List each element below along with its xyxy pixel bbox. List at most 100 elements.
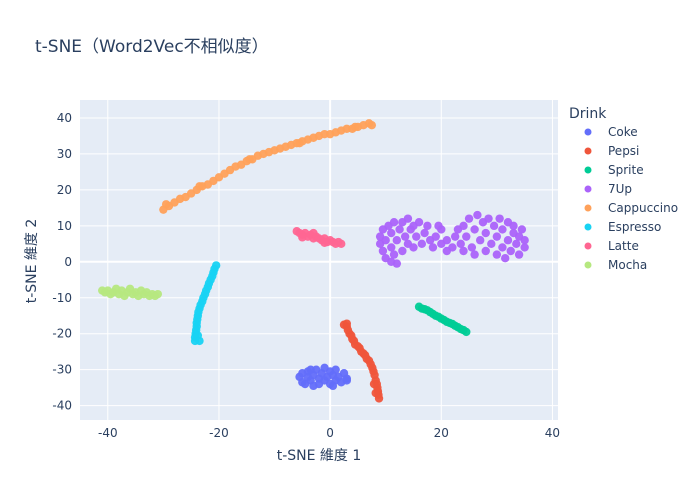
y-axis-label: t-SNE 維度 2 [24, 219, 40, 304]
data-point [417, 239, 427, 249]
data-point [520, 243, 529, 252]
legend-item-mocha: Mocha [608, 258, 647, 272]
series-mocha [98, 284, 163, 301]
data-point [442, 246, 452, 256]
data-point [475, 236, 485, 245]
data-point [487, 239, 496, 249]
y-tick-label: 20 [57, 183, 72, 197]
y-tick-label: -10 [52, 291, 72, 305]
data-point [484, 214, 493, 223]
data-point [371, 388, 380, 398]
data-point [509, 221, 518, 231]
y-tick-label: -40 [52, 399, 72, 413]
data-point [342, 319, 351, 328]
data-point [462, 327, 471, 337]
data-point [420, 228, 429, 238]
data-point [412, 232, 421, 241]
data-point [245, 155, 254, 164]
data-point [456, 239, 465, 249]
data-point [295, 138, 304, 148]
series-cappuccino [159, 119, 377, 214]
series-espresso [190, 261, 221, 346]
data-point [195, 336, 204, 346]
data-point [481, 246, 490, 256]
data-point [409, 243, 418, 252]
data-point [389, 218, 399, 227]
y-tick-label: -30 [52, 363, 72, 377]
data-point [161, 200, 171, 209]
legend-item-7up: 7Up [608, 182, 632, 196]
data-point [350, 122, 360, 132]
data-point [392, 236, 402, 245]
data-point [369, 379, 379, 389]
data-point [195, 182, 204, 191]
data-point [389, 250, 399, 259]
data-point [381, 236, 390, 245]
data-point [500, 254, 510, 263]
data-point [503, 236, 513, 245]
data-point [398, 246, 407, 256]
data-point [450, 232, 460, 241]
data-point [337, 239, 346, 249]
legend-marker [584, 204, 592, 212]
data-point [517, 225, 527, 234]
data-point [423, 221, 432, 231]
legend-title: Drink [569, 106, 607, 122]
x-tick-label: 0 [326, 426, 334, 440]
legend: Drink Coke Pepsi Sprite 7Up Cappuccino Espres… [569, 106, 678, 272]
data-point [481, 228, 490, 238]
legend-marker [584, 242, 592, 250]
x-axis-ticks: -40 -20 0 20 40 [98, 426, 560, 440]
data-point [378, 246, 388, 256]
data-point [459, 221, 468, 231]
series-sprite [414, 302, 471, 337]
data-point [403, 214, 413, 223]
data-point [459, 246, 468, 256]
legend-item-coke: Coke [608, 125, 638, 139]
data-point [492, 250, 502, 259]
data-point [400, 232, 410, 241]
data-point [414, 218, 424, 227]
data-point [395, 225, 404, 234]
legend-item-pepsi: Pepsi [608, 144, 639, 158]
y-tick-label: 30 [57, 147, 72, 161]
data-point [298, 233, 307, 242]
legend-marker [584, 261, 592, 269]
x-tick-label: -20 [209, 426, 229, 440]
legend-marker [584, 166, 592, 174]
data-point [428, 243, 438, 252]
data-point [462, 232, 471, 241]
y-tick-label: -20 [52, 327, 72, 341]
legend-item-espresso: Espresso [608, 220, 661, 234]
series-coke [295, 363, 351, 391]
data-point [498, 243, 507, 252]
data-point [387, 257, 396, 266]
data-point [498, 225, 507, 234]
x-tick-label: -40 [98, 426, 118, 440]
data-point [328, 381, 338, 391]
legend-marker [584, 128, 592, 136]
x-tick-label: 40 [545, 426, 560, 440]
legend-marker [584, 223, 592, 231]
data-point [470, 250, 479, 259]
data-point [492, 232, 502, 241]
data-point [514, 250, 524, 259]
legend-marker [584, 185, 592, 193]
x-axis-label: t-SNE 維度 1 [277, 448, 362, 464]
data-point [431, 232, 440, 241]
data-point [342, 376, 351, 385]
legend-marker [584, 147, 592, 155]
legend-item-cappuccino: Cappuccino [608, 201, 678, 215]
data-point [153, 289, 163, 299]
y-tick-label: 0 [64, 255, 72, 269]
data-point [387, 243, 396, 252]
series-pepsi [339, 319, 384, 403]
series-latte [292, 227, 346, 249]
data-point [473, 210, 482, 220]
data-point [467, 243, 477, 252]
data-point [434, 221, 443, 231]
data-points [98, 119, 529, 403]
data-point [464, 214, 474, 223]
data-point [367, 120, 377, 130]
